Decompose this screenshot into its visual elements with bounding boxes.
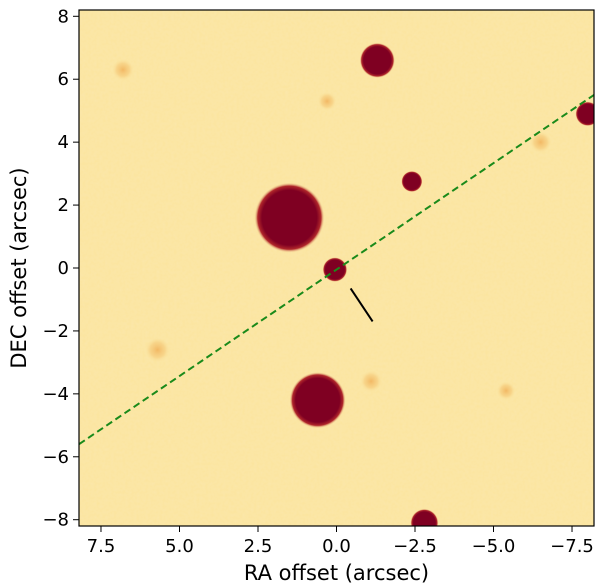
- offset-marker-line: [349, 287, 374, 323]
- x-tick-label: 2.5: [244, 536, 273, 557]
- x-axis: 7.5 5.0 2.5 0.0 −2.5 −5.0 −7.5: [87, 526, 594, 557]
- y-tick-label: −2: [42, 321, 69, 342]
- x-axis-label: RA offset (arcsec): [244, 561, 429, 585]
- x-tick-label: 7.5: [87, 536, 116, 557]
- faint-source-5: [529, 131, 552, 154]
- y-tick-label: 8: [58, 6, 69, 27]
- y-tick-label: 4: [58, 132, 69, 153]
- y-tick-label: −8: [42, 510, 69, 531]
- source-5: [410, 508, 439, 526]
- faint-source-0: [111, 58, 134, 81]
- source-6: [575, 101, 594, 127]
- x-tick-label: 0.0: [322, 536, 351, 557]
- faint-source-1: [317, 91, 337, 111]
- y-axis-label: DEC offset (arcsec): [7, 167, 31, 368]
- y-tick-label: 0: [58, 258, 69, 279]
- source-1: [254, 182, 325, 253]
- plot-area: [79, 10, 594, 526]
- y-axis: 8 6 4 2 0 −2 −4 −6 −8: [42, 6, 79, 531]
- y-tick-label: −4: [42, 384, 69, 405]
- y-tick-label: −6: [42, 447, 69, 468]
- y-tick-label: 2: [58, 195, 69, 216]
- x-tick-label: 5.0: [165, 536, 194, 557]
- y-tick-label: 6: [58, 69, 69, 90]
- slit-position-line: [79, 94, 594, 446]
- faint-source-4: [496, 381, 516, 401]
- faint-source-3: [360, 370, 383, 393]
- faint-source-2: [144, 337, 171, 363]
- x-tick-label: −2.5: [393, 536, 437, 557]
- x-tick-label: −7.5: [550, 536, 594, 557]
- source-2: [401, 170, 423, 193]
- source-4: [289, 372, 346, 429]
- x-tick-label: −5.0: [472, 536, 516, 557]
- source-0: [359, 42, 395, 78]
